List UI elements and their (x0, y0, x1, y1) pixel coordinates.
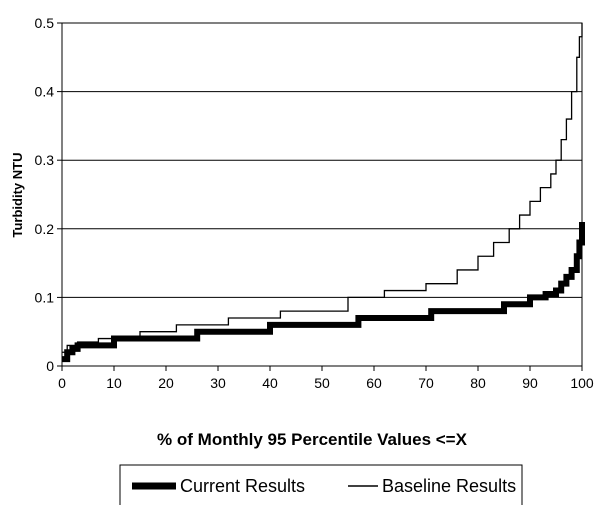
y-tick-label: 0.5 (35, 15, 55, 31)
y-axis-title: Turbidity NTU (10, 153, 25, 238)
x-tick-label: 50 (314, 375, 330, 391)
x-tick-label: 0 (58, 375, 66, 391)
x-tick-label: 70 (418, 375, 434, 391)
x-axis-title: % of Monthly 95 Percentile Values <=X (157, 430, 468, 449)
y-tick-label: 0.1 (35, 289, 55, 305)
grid-lines (62, 91, 582, 298)
plot-area (61, 22, 583, 367)
x-tick-label: 100 (570, 375, 594, 391)
legend-box (119, 464, 523, 505)
y-tick-label: 0.3 (35, 152, 55, 168)
legend: Current Results Baseline Results (119, 464, 523, 505)
legend-label-current: Current Results (180, 476, 305, 496)
x-tick-label: 20 (158, 375, 174, 391)
legend-label-baseline: Baseline Results (382, 476, 516, 496)
x-axis-ticks: 0 10 20 30 40 50 60 70 80 90 100 (58, 366, 594, 391)
x-tick-label: 30 (210, 375, 226, 391)
x-tick-label: 60 (366, 375, 382, 391)
series-line-baseline (62, 23, 583, 353)
x-tick-label: 10 (106, 375, 122, 391)
y-tick-label: 0.4 (35, 84, 55, 100)
x-tick-label: 80 (470, 375, 486, 391)
y-tick-label: 0.2 (35, 221, 55, 237)
x-tick-label: 40 (262, 375, 278, 391)
y-axis-ticks: 0 0.1 0.2 0.3 0.4 0.5 (35, 15, 62, 374)
series-layer (62, 23, 585, 363)
y-tick-label: 0 (46, 358, 54, 374)
x-tick-label: 90 (522, 375, 538, 391)
